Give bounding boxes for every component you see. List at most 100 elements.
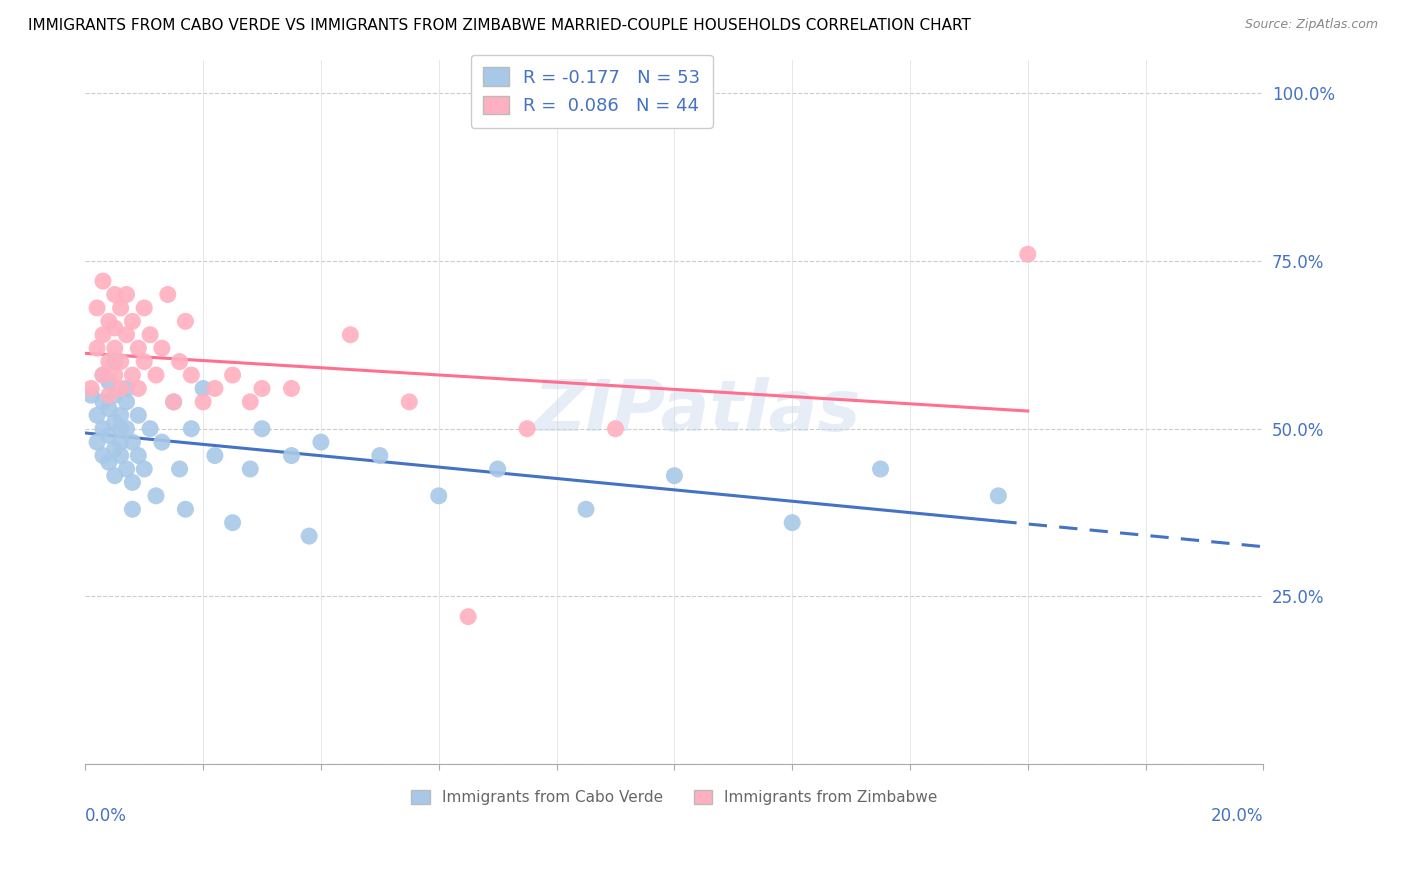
Point xyxy=(110,301,132,315)
Point xyxy=(91,422,114,436)
Point xyxy=(104,388,127,402)
Point xyxy=(169,462,191,476)
Point xyxy=(91,274,114,288)
Point xyxy=(486,462,509,476)
Point xyxy=(115,327,138,342)
Point xyxy=(204,381,226,395)
Point xyxy=(174,502,197,516)
Point xyxy=(145,489,167,503)
Point xyxy=(104,468,127,483)
Point xyxy=(280,449,302,463)
Legend: Immigrants from Cabo Verde, Immigrants from Zimbabwe: Immigrants from Cabo Verde, Immigrants f… xyxy=(404,782,945,813)
Point xyxy=(110,354,132,368)
Point xyxy=(115,422,138,436)
Point xyxy=(180,368,202,382)
Point xyxy=(127,381,149,395)
Text: 0.0%: 0.0% xyxy=(86,806,127,824)
Point xyxy=(86,435,108,450)
Point xyxy=(780,516,803,530)
Point xyxy=(664,468,686,483)
Point xyxy=(427,489,450,503)
Point xyxy=(121,435,143,450)
Point xyxy=(91,368,114,382)
Point xyxy=(97,388,120,402)
Point xyxy=(97,314,120,328)
Point xyxy=(339,327,361,342)
Point xyxy=(250,422,273,436)
Point xyxy=(457,609,479,624)
Point xyxy=(115,395,138,409)
Point xyxy=(221,516,243,530)
Point xyxy=(127,449,149,463)
Text: ZIPatlas: ZIPatlas xyxy=(534,377,862,446)
Point xyxy=(605,422,627,436)
Point xyxy=(134,462,156,476)
Point xyxy=(134,301,156,315)
Point xyxy=(575,502,598,516)
Point xyxy=(80,388,103,402)
Point xyxy=(150,435,173,450)
Text: IMMIGRANTS FROM CABO VERDE VS IMMIGRANTS FROM ZIMBABWE MARRIED-COUPLE HOUSEHOLDS: IMMIGRANTS FROM CABO VERDE VS IMMIGRANTS… xyxy=(28,18,972,33)
Point xyxy=(221,368,243,382)
Point xyxy=(115,287,138,301)
Point xyxy=(97,455,120,469)
Point xyxy=(145,368,167,382)
Point xyxy=(121,475,143,490)
Point xyxy=(121,502,143,516)
Point xyxy=(110,449,132,463)
Point xyxy=(115,462,138,476)
Text: Source: ZipAtlas.com: Source: ZipAtlas.com xyxy=(1244,18,1378,31)
Point xyxy=(309,435,332,450)
Point xyxy=(169,354,191,368)
Point xyxy=(239,462,262,476)
Point xyxy=(86,341,108,355)
Point xyxy=(134,354,156,368)
Point xyxy=(127,341,149,355)
Point xyxy=(86,301,108,315)
Point xyxy=(97,375,120,389)
Point xyxy=(97,401,120,416)
Point xyxy=(174,314,197,328)
Point xyxy=(91,368,114,382)
Point xyxy=(104,287,127,301)
Point xyxy=(91,327,114,342)
Point xyxy=(104,354,127,368)
Point xyxy=(516,422,538,436)
Point xyxy=(127,409,149,423)
Point xyxy=(239,395,262,409)
Point xyxy=(104,442,127,456)
Point xyxy=(110,435,132,450)
Point xyxy=(104,341,127,355)
Point xyxy=(180,422,202,436)
Point xyxy=(110,381,132,395)
Point xyxy=(163,395,186,409)
Point xyxy=(110,422,132,436)
Point xyxy=(163,395,186,409)
Point xyxy=(398,395,420,409)
Point xyxy=(91,449,114,463)
Point xyxy=(869,462,891,476)
Point xyxy=(280,381,302,395)
Point xyxy=(150,341,173,355)
Point xyxy=(104,321,127,335)
Point xyxy=(139,327,162,342)
Point xyxy=(104,415,127,429)
Point xyxy=(115,381,138,395)
Point xyxy=(97,354,120,368)
Text: 20.0%: 20.0% xyxy=(1211,806,1264,824)
Point xyxy=(368,449,391,463)
Point xyxy=(1017,247,1039,261)
Point xyxy=(298,529,321,543)
Point xyxy=(86,409,108,423)
Point xyxy=(80,381,103,395)
Point xyxy=(110,409,132,423)
Point xyxy=(204,449,226,463)
Point xyxy=(191,395,214,409)
Point xyxy=(987,489,1010,503)
Point xyxy=(91,395,114,409)
Point xyxy=(121,314,143,328)
Point xyxy=(191,381,214,395)
Point xyxy=(156,287,179,301)
Point xyxy=(250,381,273,395)
Point xyxy=(139,422,162,436)
